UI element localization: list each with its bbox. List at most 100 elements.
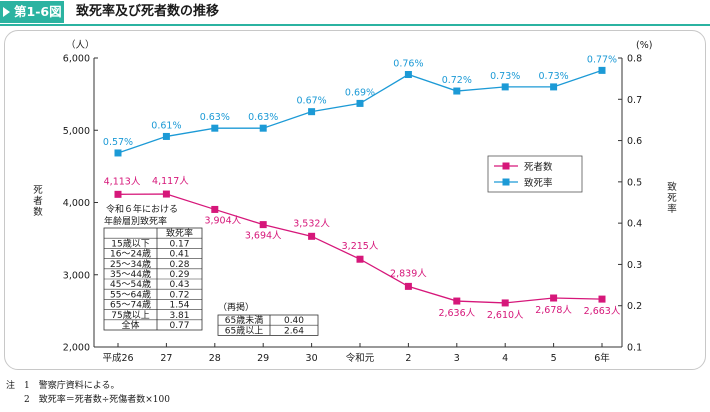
deaths-point	[211, 205, 219, 213]
x-tick-label: 令和元	[346, 352, 375, 364]
age-table-rate: 0.72	[169, 290, 189, 300]
rate-data-label: 0.63%	[248, 112, 278, 123]
y-left-tick-label: 6,000	[63, 54, 90, 65]
rate-point	[501, 83, 509, 91]
sub-table-title: （再掲）	[218, 302, 254, 313]
deaths-point	[550, 294, 558, 302]
rate-point	[550, 83, 558, 91]
y-left-tick-label: 5,000	[63, 126, 90, 137]
rate-data-label: 0.69%	[345, 87, 375, 98]
y-right-axis-label: 致死率	[667, 181, 677, 215]
age-table-rate: 0.17	[169, 239, 189, 249]
deaths-point	[308, 232, 316, 240]
sub-table-age: 65歳未満	[225, 314, 263, 326]
deaths-point	[598, 295, 606, 303]
x-tick-label: 29	[257, 353, 269, 364]
y-right-tick-label: 0.4	[627, 219, 642, 230]
rate-point	[162, 132, 170, 140]
legend-rate-marker	[502, 178, 510, 186]
y-right-tick-label: 0.8	[627, 54, 642, 65]
y-right-tick-label: 0.7	[627, 95, 642, 106]
age-table-age: 65～74歳	[110, 299, 151, 311]
rate-point	[356, 99, 364, 107]
deaths-point	[453, 297, 461, 305]
legend-box	[487, 155, 583, 193]
y-left-tick-label: 4,000	[63, 198, 90, 209]
age-table-header: 致死率	[166, 227, 193, 239]
x-tick-label: 2	[405, 353, 411, 364]
deaths-data-label: 2,636人	[438, 308, 475, 319]
rate-point	[211, 124, 219, 132]
figure-number-tag: 第1-6図	[0, 1, 64, 23]
rate-data-label: 0.72%	[442, 75, 472, 86]
figure-header: 第1-6図 致死率及び死者数の推移	[0, 0, 710, 26]
age-table-title-2: 年齢層別致死率	[104, 215, 167, 227]
age-table-rate: 3.81	[169, 311, 189, 321]
legend-deaths-label: 死者数	[524, 161, 553, 173]
rate-point	[114, 149, 122, 157]
age-table-age: 45～54歳	[110, 278, 151, 290]
deaths-data-label: 4,117人	[152, 176, 189, 187]
x-tick-label: 4	[502, 353, 508, 364]
rate-point	[453, 87, 461, 95]
y-left-unit: （人）	[66, 39, 95, 51]
age-table-rate: 1.54	[169, 301, 189, 311]
deaths-data-label: 4,113人	[104, 176, 141, 187]
rate-data-label: 0.77%	[587, 54, 617, 65]
age-table-rate: 0.28	[169, 260, 189, 270]
sub-table-age: 65歳以上	[225, 324, 263, 336]
x-tick-label: 6年	[594, 352, 610, 364]
x-tick-label: 28	[209, 353, 221, 364]
y-left-tick-label: 2,000	[63, 343, 90, 354]
age-table-age: 25～34歳	[110, 258, 151, 270]
rate-data-label: 0.61%	[151, 120, 181, 131]
deaths-data-label: 3,904人	[204, 215, 241, 226]
rate-data-label: 0.63%	[200, 112, 230, 123]
age-table-age: 15歳以下	[111, 237, 149, 249]
chart-frame	[4, 30, 706, 370]
legend-rate-label: 致死率	[524, 177, 553, 189]
sub-table-rate: 2.64	[284, 326, 304, 336]
rate-data-label: 0.76%	[393, 59, 423, 70]
series-rate-line	[117, 69, 603, 154]
age-table-age: 55～64歳	[110, 288, 151, 300]
deaths-point	[501, 299, 509, 307]
age-table-rate: 0.43	[169, 280, 189, 290]
deaths-point	[162, 190, 170, 198]
rate-point	[308, 108, 316, 116]
y-right-tick-label: 0.2	[627, 301, 642, 312]
deaths-data-label: 3,215人	[342, 241, 379, 252]
x-tick-label: 3	[454, 353, 460, 364]
x-tick-label: 平成26	[102, 352, 133, 364]
rate-data-label: 0.67%	[297, 96, 327, 107]
deaths-point	[356, 255, 364, 263]
age-table-rate: 0.77	[169, 321, 189, 331]
sub-table-rate: 0.40	[284, 316, 304, 326]
y-right-unit: (%)	[636, 40, 652, 51]
age-table-age: 16～24歳	[110, 248, 151, 260]
rate-data-label: 0.73%	[539, 71, 569, 82]
age-table-age: 35～44歳	[110, 268, 151, 280]
age-table-title-1: 令和６年における	[106, 203, 178, 215]
note-2: 2 致死率＝死者数÷死傷者数×100	[6, 395, 170, 405]
rate-point	[598, 66, 606, 74]
y-left-tick-label: 3,000	[63, 270, 90, 281]
x-tick-label: 5	[551, 353, 557, 364]
x-tick-label: 27	[160, 353, 172, 364]
y-right-tick-label: 0.1	[627, 343, 642, 354]
age-table-age: 75歳以上	[111, 309, 149, 321]
deaths-point	[259, 221, 267, 229]
header-divider	[0, 24, 710, 26]
rate-point	[404, 71, 412, 79]
deaths-data-label: 2,663人	[584, 306, 621, 317]
y-right-tick-label: 0.5	[627, 177, 642, 188]
age-table-rate: 0.29	[169, 270, 189, 280]
deaths-point	[114, 190, 122, 198]
rate-data-label: 0.57%	[103, 137, 133, 148]
rate-point	[259, 124, 267, 132]
rate-data-label: 0.73%	[490, 71, 520, 82]
deaths-data-label: 2,610人	[487, 310, 524, 321]
y-right-tick-label: 0.3	[627, 260, 642, 271]
y-right-tick-label: 0.6	[627, 136, 642, 147]
deaths-data-label: 3,532人	[293, 218, 330, 229]
